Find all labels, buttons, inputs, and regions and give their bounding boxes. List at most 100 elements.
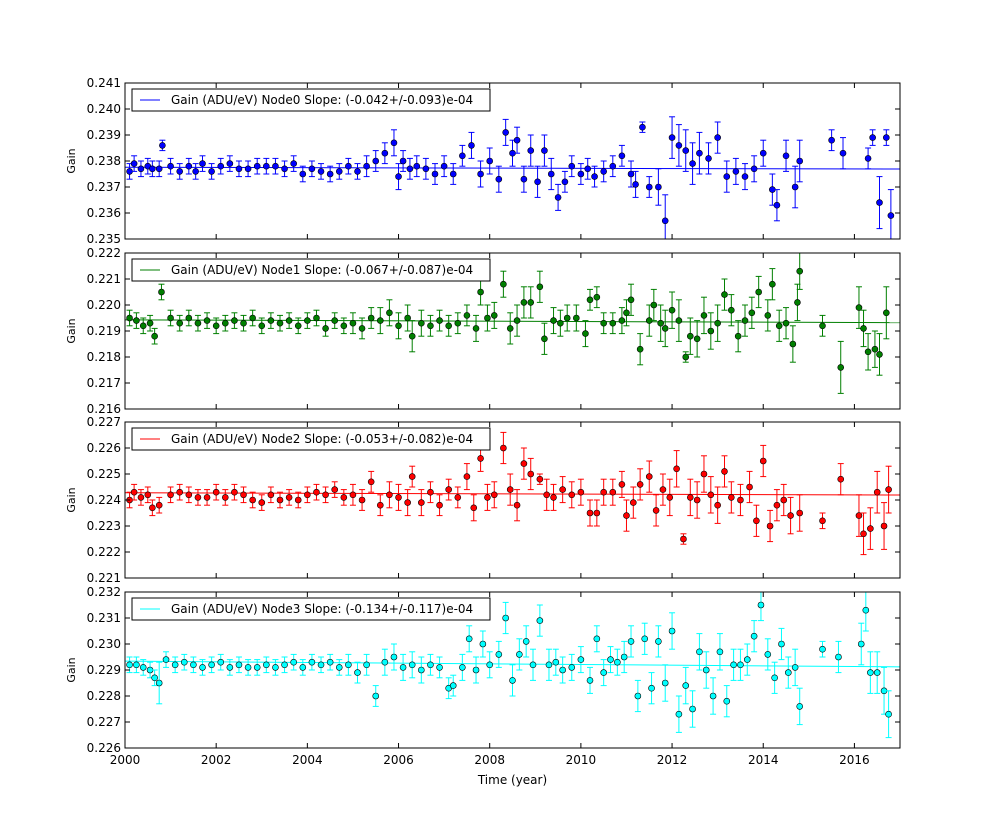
legend-box	[131, 597, 491, 621]
y-tick-label: 0.231	[87, 611, 121, 625]
data-point	[527, 299, 535, 306]
data-point	[620, 653, 628, 661]
y-tick-label: 0.223	[87, 519, 121, 533]
data-point	[714, 501, 721, 509]
data-point	[155, 501, 163, 509]
data-point	[509, 677, 516, 684]
data-point	[796, 267, 804, 275]
data-point	[331, 486, 339, 493]
data-point	[623, 512, 630, 519]
data-point	[839, 149, 847, 157]
data-point	[472, 666, 480, 674]
data-point	[167, 314, 174, 322]
data-point	[484, 314, 491, 322]
y-tick-label: 0.240	[87, 102, 121, 116]
data-point	[541, 335, 548, 343]
data-point	[167, 162, 174, 170]
data-point	[639, 123, 646, 131]
data-point	[536, 617, 544, 624]
data-point	[513, 317, 521, 324]
data-point	[345, 162, 352, 170]
x-tick-label: 2008	[474, 753, 505, 767]
data-point	[819, 517, 826, 525]
y-tick-label: 0.236	[87, 206, 121, 220]
data-point	[137, 494, 145, 501]
data-point	[607, 656, 614, 663]
data-point	[317, 168, 325, 175]
data-point	[294, 322, 302, 330]
data-point	[618, 317, 626, 324]
data-point	[139, 664, 147, 671]
panel-node3: 0.226 0.227 0.228 0.229 0.230 0.231 0.232 2000 2…	[65, 585, 901, 787]
data-point	[276, 496, 284, 504]
data-point	[159, 142, 166, 149]
legend: Gain (ADU/eV) Node1 Slope: (-0.067+/-0.0…	[131, 258, 491, 282]
data-point	[561, 178, 569, 186]
data-point	[632, 181, 639, 188]
data-point	[440, 162, 448, 170]
data-point	[235, 661, 243, 669]
data-point	[721, 468, 728, 475]
data-point	[837, 475, 845, 483]
data-point	[618, 481, 626, 488]
data-point	[609, 488, 617, 496]
data-point	[723, 697, 731, 705]
panel-node0: 0.235 0.236 0.237 0.238 0.239 0.240 0.241 Gain G…	[65, 76, 901, 246]
data-point	[285, 317, 293, 324]
data-point	[422, 165, 430, 173]
legend-label: Gain (ADU/eV) Node1 Slope: (-0.067+/-0.0…	[171, 263, 473, 277]
data-point	[867, 669, 874, 676]
data-point	[408, 661, 416, 669]
data-point	[349, 319, 357, 327]
data-point	[404, 499, 411, 506]
data-point	[883, 134, 890, 141]
data-point	[591, 173, 598, 180]
data-point	[655, 183, 662, 191]
data-point	[794, 299, 801, 306]
data-point	[126, 661, 133, 669]
data-point	[463, 312, 471, 319]
data-point	[404, 314, 411, 322]
data-point	[477, 288, 484, 296]
data-point	[600, 488, 607, 496]
data-point	[659, 486, 667, 493]
data-point	[185, 491, 193, 499]
data-point	[520, 175, 528, 183]
data-point	[155, 679, 163, 687]
data-point	[253, 664, 261, 671]
data-point	[146, 319, 154, 327]
data-point	[791, 664, 799, 671]
data-point	[454, 319, 462, 327]
data-point	[673, 465, 680, 473]
data-point	[785, 669, 792, 676]
data-point	[244, 664, 252, 671]
data-point	[212, 322, 220, 330]
data-point	[194, 319, 202, 327]
data-point	[470, 504, 478, 512]
data-point	[427, 322, 434, 330]
y-tick-label: 0.227	[87, 715, 121, 729]
y-tick-label: 0.218	[87, 350, 121, 364]
data-point	[221, 494, 229, 501]
data-point	[707, 327, 715, 335]
y-tick-label: 0.222	[87, 545, 121, 559]
data-point	[313, 314, 320, 322]
y-tick-label: 0.221	[87, 571, 121, 585]
data-point	[636, 345, 644, 353]
fit-line	[125, 166, 900, 170]
data-point	[130, 488, 138, 496]
data-point	[495, 175, 503, 183]
data-point	[253, 162, 261, 170]
data-point	[149, 165, 156, 173]
data-point	[299, 170, 307, 178]
data-point	[294, 496, 302, 504]
data-point	[484, 494, 491, 501]
data-point	[764, 312, 772, 319]
data-point	[231, 317, 238, 324]
data-point	[468, 142, 475, 149]
data-point	[780, 496, 788, 504]
data-point	[506, 486, 514, 493]
data-point	[308, 658, 316, 666]
data-point	[700, 312, 708, 319]
plot-area	[125, 431, 900, 556]
